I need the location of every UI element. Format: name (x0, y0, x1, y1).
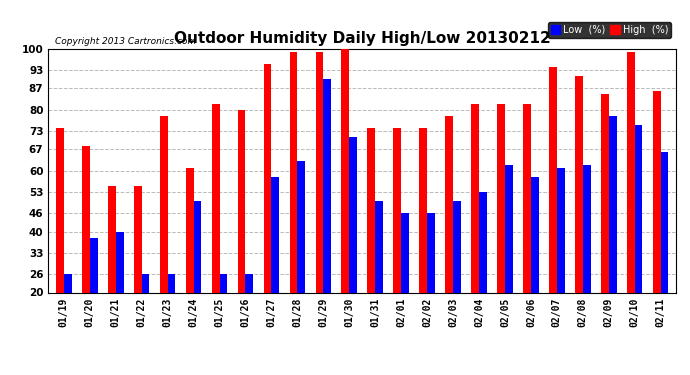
Bar (238, 110, 246, 292)
Bar (134, 186, 141, 292)
Bar (324, 79, 331, 292)
Bar (375, 201, 383, 292)
Bar (635, 125, 642, 292)
Bar (583, 165, 591, 292)
Bar (219, 274, 227, 292)
Bar (64, 274, 72, 292)
Bar (90, 238, 97, 292)
Bar (315, 52, 324, 292)
Bar (141, 274, 150, 292)
Bar (271, 177, 279, 292)
Legend: Low  (%), High  (%): Low (%), High (%) (548, 22, 671, 38)
Bar (420, 128, 427, 292)
Bar (168, 274, 175, 292)
Bar (194, 201, 201, 292)
Bar (601, 94, 609, 292)
Bar (56, 128, 64, 292)
Bar (186, 168, 194, 292)
Bar (660, 152, 669, 292)
Bar (427, 213, 435, 292)
Bar (246, 274, 253, 292)
Bar (549, 67, 557, 292)
Bar (349, 137, 357, 292)
Bar (505, 165, 513, 292)
Bar (445, 116, 453, 292)
Bar (653, 92, 660, 292)
Bar (531, 177, 539, 292)
Bar (342, 49, 349, 292)
Bar (453, 201, 461, 292)
Bar (82, 146, 90, 292)
Bar (393, 128, 401, 292)
Bar (160, 116, 168, 292)
Bar (290, 52, 297, 292)
Bar (575, 76, 583, 292)
Bar (108, 186, 116, 292)
Bar (368, 128, 375, 292)
Text: Copyright 2013 Cartronics.com: Copyright 2013 Cartronics.com (55, 38, 196, 46)
Bar (523, 104, 531, 292)
Bar (401, 213, 409, 292)
Bar (497, 104, 505, 292)
Bar (471, 104, 479, 292)
Bar (116, 231, 124, 292)
Bar (479, 192, 486, 292)
Title: Outdoor Humidity Daily High/Low 20130212: Outdoor Humidity Daily High/Low 20130212 (174, 31, 551, 46)
Bar (264, 64, 271, 292)
Bar (609, 116, 617, 292)
Bar (557, 168, 564, 292)
Bar (627, 52, 635, 292)
Bar (212, 104, 219, 292)
Bar (297, 162, 305, 292)
